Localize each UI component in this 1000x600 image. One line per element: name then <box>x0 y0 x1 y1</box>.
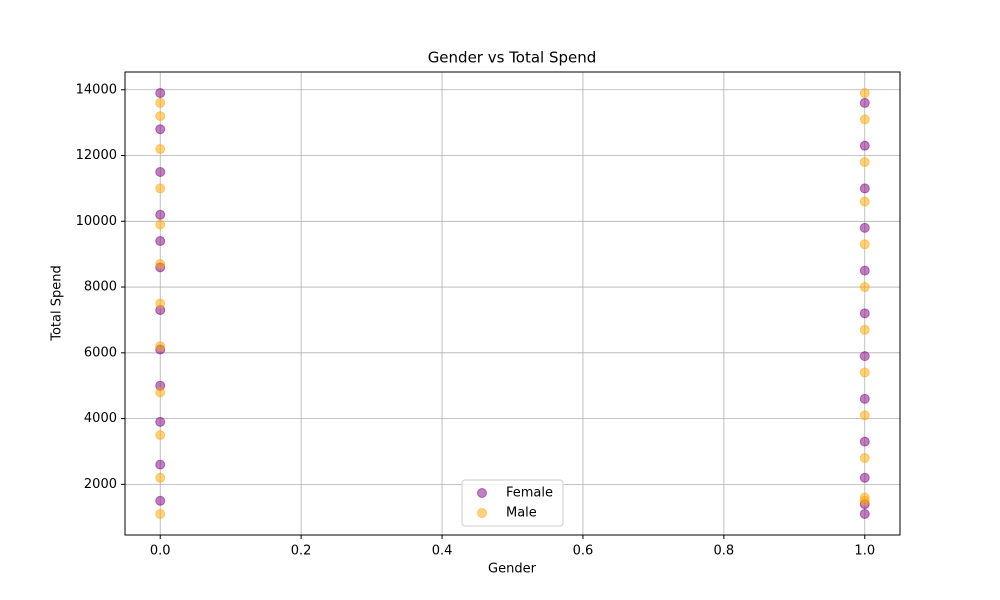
plot-frame <box>124 71 901 536</box>
point <box>155 236 166 247</box>
point <box>859 324 870 335</box>
point <box>155 111 166 122</box>
point <box>859 393 870 404</box>
point <box>155 209 166 220</box>
x-tick-label: 0.4 <box>432 544 453 559</box>
point <box>155 219 166 230</box>
point <box>859 114 870 125</box>
y-axis-label: Total Spend <box>50 265 65 342</box>
point <box>859 453 870 464</box>
point <box>155 341 166 352</box>
point <box>155 387 166 398</box>
x-tick-label: 0.8 <box>714 544 735 559</box>
y-tick-label: 12000 <box>76 148 117 163</box>
point <box>155 416 166 427</box>
point <box>859 410 870 421</box>
x-tick-label: 0.6 <box>573 544 594 559</box>
x-tick-label: 1.0 <box>854 544 875 559</box>
x-tick-label: 0.2 <box>291 544 312 559</box>
y-tick-label: 14000 <box>76 82 117 97</box>
x-tick-label: 0.0 <box>150 544 171 559</box>
x-axis-label: Gender <box>488 562 537 577</box>
point <box>859 308 870 319</box>
point <box>859 436 870 447</box>
legend-label: Male <box>506 506 537 521</box>
point <box>859 282 870 293</box>
point <box>155 495 166 506</box>
legend-marker <box>477 508 487 518</box>
point <box>859 508 870 519</box>
y-tick-label: 8000 <box>84 280 117 295</box>
y-tick-label: 6000 <box>84 345 117 360</box>
point <box>155 459 166 470</box>
point <box>155 143 166 154</box>
point <box>155 183 166 194</box>
point <box>155 97 166 108</box>
legend: Female Male <box>461 479 564 527</box>
point <box>155 259 166 270</box>
point <box>859 495 870 506</box>
legend-box <box>461 479 564 527</box>
point <box>859 472 870 483</box>
point <box>859 367 870 378</box>
point <box>859 157 870 168</box>
chart-title: Gender vs Total Spend <box>428 49 597 67</box>
point <box>859 183 870 194</box>
point <box>155 166 166 177</box>
y-tick-label: 2000 <box>84 477 117 492</box>
point <box>155 124 166 135</box>
point <box>859 196 870 207</box>
point <box>155 472 166 483</box>
point <box>859 222 870 233</box>
legend-marker <box>477 488 487 498</box>
point <box>155 508 166 519</box>
point <box>859 97 870 108</box>
point <box>859 239 870 250</box>
point <box>155 430 166 441</box>
y-tick-label: 4000 <box>84 411 117 426</box>
point <box>155 88 166 99</box>
point <box>859 140 870 151</box>
legend-label: Female <box>506 486 553 501</box>
point <box>859 265 870 276</box>
point <box>155 298 166 309</box>
point <box>859 88 870 99</box>
point <box>859 351 870 362</box>
y-tick-label: 10000 <box>76 214 117 229</box>
